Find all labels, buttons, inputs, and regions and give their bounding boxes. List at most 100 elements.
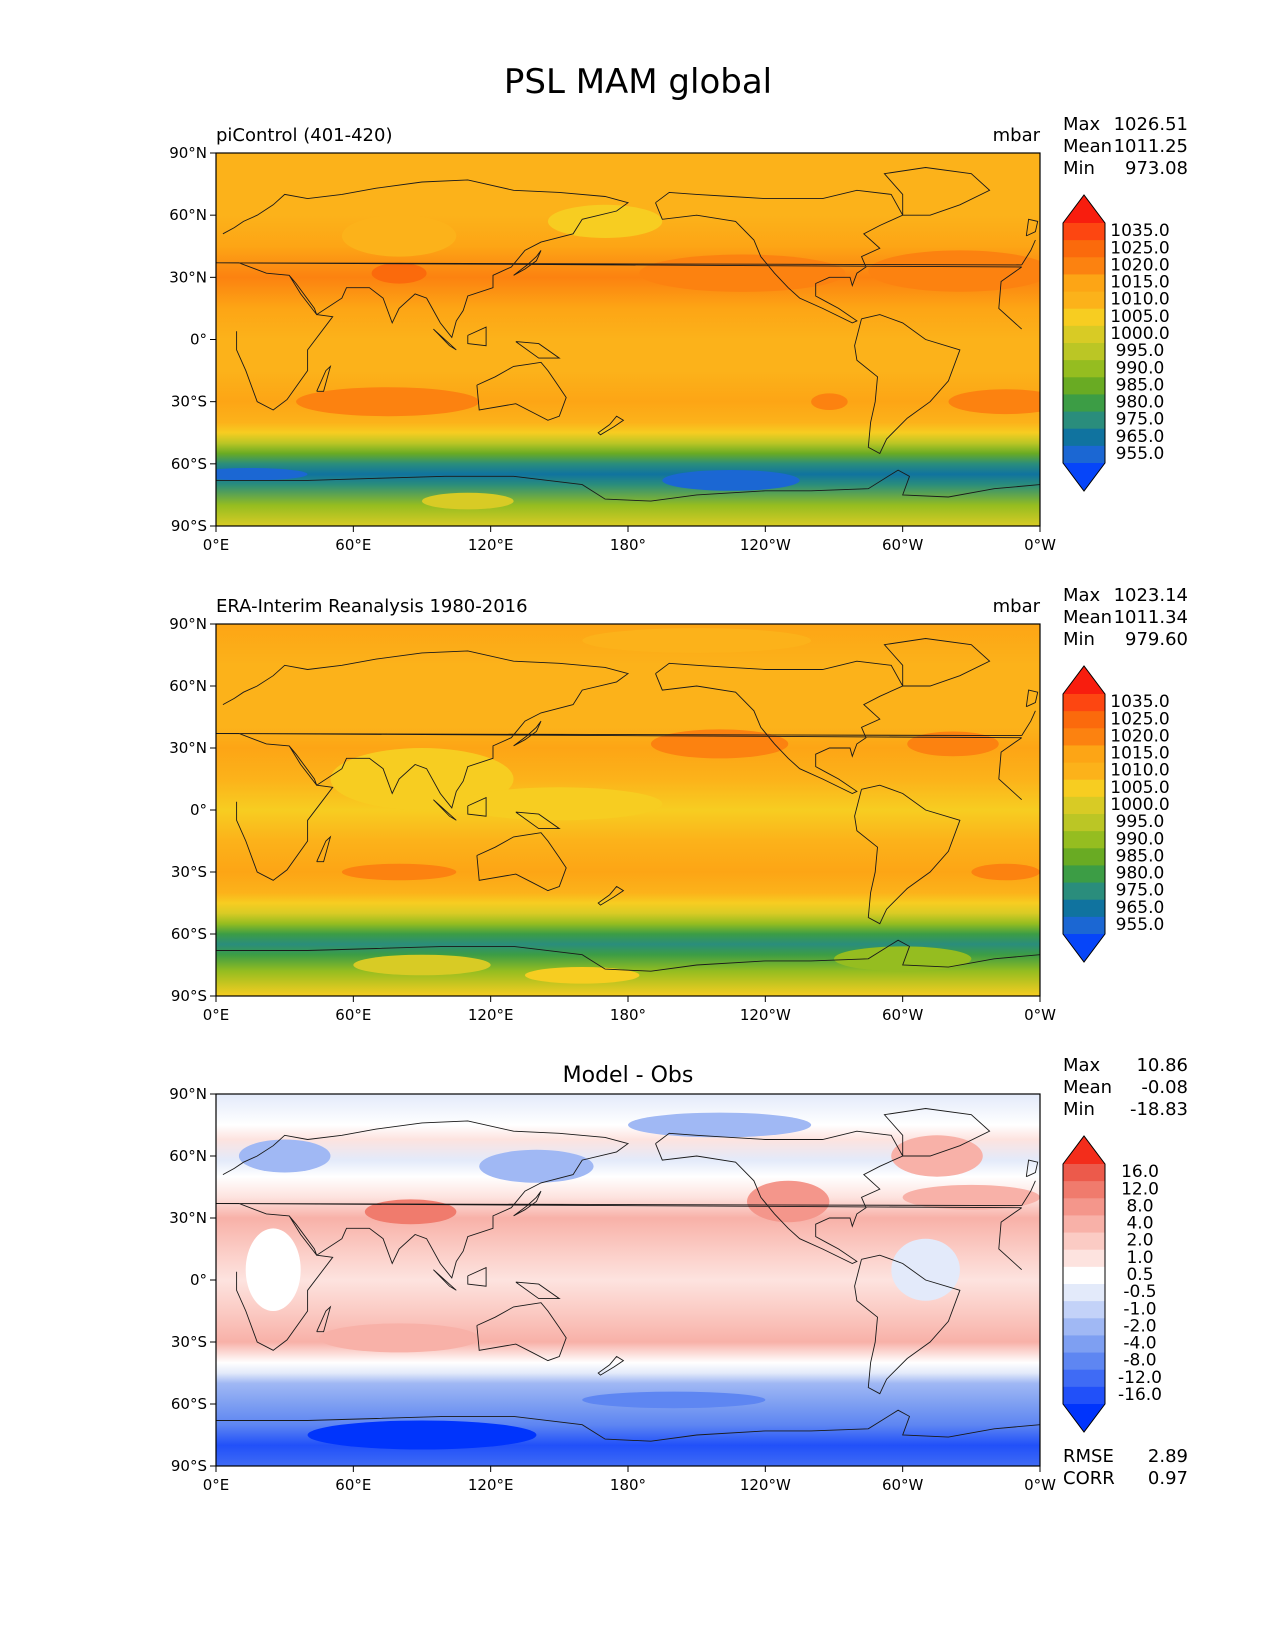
colorbar-segment [1063, 343, 1105, 361]
x-tick-label: 60°W [882, 1006, 924, 1024]
stat-value: -18.83 [1130, 1099, 1188, 1120]
field-region [971, 863, 1040, 881]
colorbar-tick-label: 12.0 [1121, 1179, 1159, 1199]
colorbar-tick-label: 1025.0 [1110, 709, 1169, 729]
colorbar-segment [1063, 377, 1105, 396]
y-tick-label: 0° [190, 1271, 207, 1289]
x-tick-label: 120°E [468, 536, 514, 554]
x-tick-label: 180° [610, 1006, 646, 1024]
colorbar-extend-top [1063, 195, 1105, 223]
colorbar-segment [1063, 1335, 1105, 1354]
colorbar-tick-label: -12.0 [1118, 1368, 1162, 1388]
stat-value: 973.08 [1125, 158, 1188, 179]
x-tick-label: 60°W [882, 1476, 924, 1494]
colorbar-tick-label: 1000.0 [1110, 795, 1169, 815]
stat-value: 1026.51 [1114, 114, 1188, 135]
colorbar-tick-label: -2.0 [1123, 1316, 1156, 1336]
y-tick-label: 60°N [169, 206, 207, 224]
colorbar-tick-label: 995.0 [1116, 812, 1165, 832]
extra-stat-value: 0.97 [1148, 1468, 1188, 1489]
field-region [650, 729, 789, 759]
colorbar-segment [1063, 711, 1105, 729]
y-tick-label: 30°N [169, 1209, 207, 1227]
colorbar-tick-label: 965.0 [1116, 898, 1165, 918]
y-tick-label: 90°S [171, 987, 207, 1005]
y-tick-label: 30°S [171, 393, 207, 411]
stat-label: Mean [1063, 1077, 1112, 1098]
x-tick-label: 120°W [740, 536, 791, 554]
colorbar-tick-label: -1.0 [1123, 1299, 1156, 1319]
colorbar-outline [1062, 1135, 1106, 1433]
y-tick-label: 30°S [171, 1333, 207, 1351]
field-region [628, 1112, 812, 1138]
field-region [639, 254, 846, 292]
y-tick-label: 60°S [171, 1395, 207, 1413]
colorbar-tick-label: 1000.0 [1110, 324, 1169, 344]
map-field [216, 153, 1040, 526]
field-region [582, 628, 812, 653]
y-tick-label: 0° [190, 331, 207, 349]
x-tick-label: 60°W [882, 536, 924, 554]
colorbar-segment [1063, 308, 1105, 327]
colorbar-segment [1063, 779, 1105, 798]
colorbar-segment [1063, 360, 1105, 378]
x-tick-label: 120°W [740, 1476, 791, 1494]
field-region [479, 1149, 594, 1183]
map-field [216, 624, 1040, 996]
x-tick-label: 0°E [203, 1476, 230, 1494]
map-panel: 0°E 60°E 120°E 180° 120°W 60°W 0°W 90°N 60°N 30°N… [169, 585, 1188, 1024]
field-region [747, 1180, 830, 1223]
y-tick-label: 90°N [169, 1085, 207, 1103]
colorbar-segment [1063, 1369, 1105, 1388]
colorbar-tick-label: 985.0 [1116, 375, 1165, 395]
colorbar-segment [1063, 394, 1105, 413]
colorbar-segment [1063, 1164, 1105, 1182]
colorbar-segment [1063, 762, 1105, 781]
x-tick-label: 0°W [1024, 1006, 1056, 1024]
field-region [364, 1199, 457, 1225]
colorbar-segment [1063, 1266, 1105, 1285]
colorbar-segment [1063, 796, 1105, 815]
colorbar-tick-label: 955.0 [1116, 915, 1165, 935]
colorbar-tick-label: 8.0 [1126, 1196, 1153, 1216]
colorbar-tick-label: 965.0 [1116, 427, 1165, 447]
colorbar-segment [1063, 865, 1105, 884]
colorbar-tick-label: 1015.0 [1110, 744, 1169, 764]
field-region [662, 470, 800, 491]
colorbar: 1035.01025.01020.01015.01010.01005.01000… [1062, 194, 1170, 492]
colorbar-tick-label: 975.0 [1116, 410, 1165, 430]
colorbar-segment [1063, 694, 1105, 712]
colorbar: 16.012.08.04.02.01.00.5-0.5-1.0-2.0-4.0-… [1062, 1135, 1162, 1433]
y-tick-label: 90°N [169, 144, 207, 162]
colorbar-extend-top [1063, 666, 1105, 694]
x-tick-label: 60°E [335, 1006, 371, 1024]
colorbar-segment [1063, 274, 1105, 293]
stat-label: Mean [1063, 136, 1112, 157]
panel-units: mbar [993, 125, 1041, 146]
colorbar-outline [1062, 194, 1106, 492]
field-region [834, 946, 972, 972]
colorbar-tick-label: 1.0 [1126, 1248, 1153, 1268]
colorbar-extend-bottom [1063, 463, 1105, 491]
field-region [811, 393, 848, 411]
y-tick-label: 30°N [169, 268, 207, 286]
colorbar-tick-label: 0.5 [1126, 1265, 1153, 1285]
x-tick-label: 0°W [1024, 536, 1056, 554]
panel-title-center: Model - Obs [563, 1063, 694, 1088]
colorbar-tick-label: -16.0 [1118, 1385, 1162, 1405]
coastline [216, 167, 1040, 502]
stat-value: 979.60 [1125, 629, 1188, 650]
x-tick-label: 120°W [740, 1006, 791, 1024]
field-region [238, 1139, 331, 1173]
colorbar-tick-label: 1025.0 [1110, 238, 1169, 258]
colorbar-tick-label: 975.0 [1116, 881, 1165, 901]
colorbar-tick-label: 4.0 [1126, 1214, 1153, 1234]
colorbar-segment [1063, 1284, 1105, 1302]
stat-label: Max [1063, 585, 1101, 606]
y-tick-label: 90°S [171, 1457, 207, 1475]
colorbar-tick-label: 1020.0 [1110, 726, 1169, 746]
y-tick-label: 30°S [171, 863, 207, 881]
colorbar-segment [1063, 1386, 1105, 1405]
field-region [525, 967, 640, 984]
